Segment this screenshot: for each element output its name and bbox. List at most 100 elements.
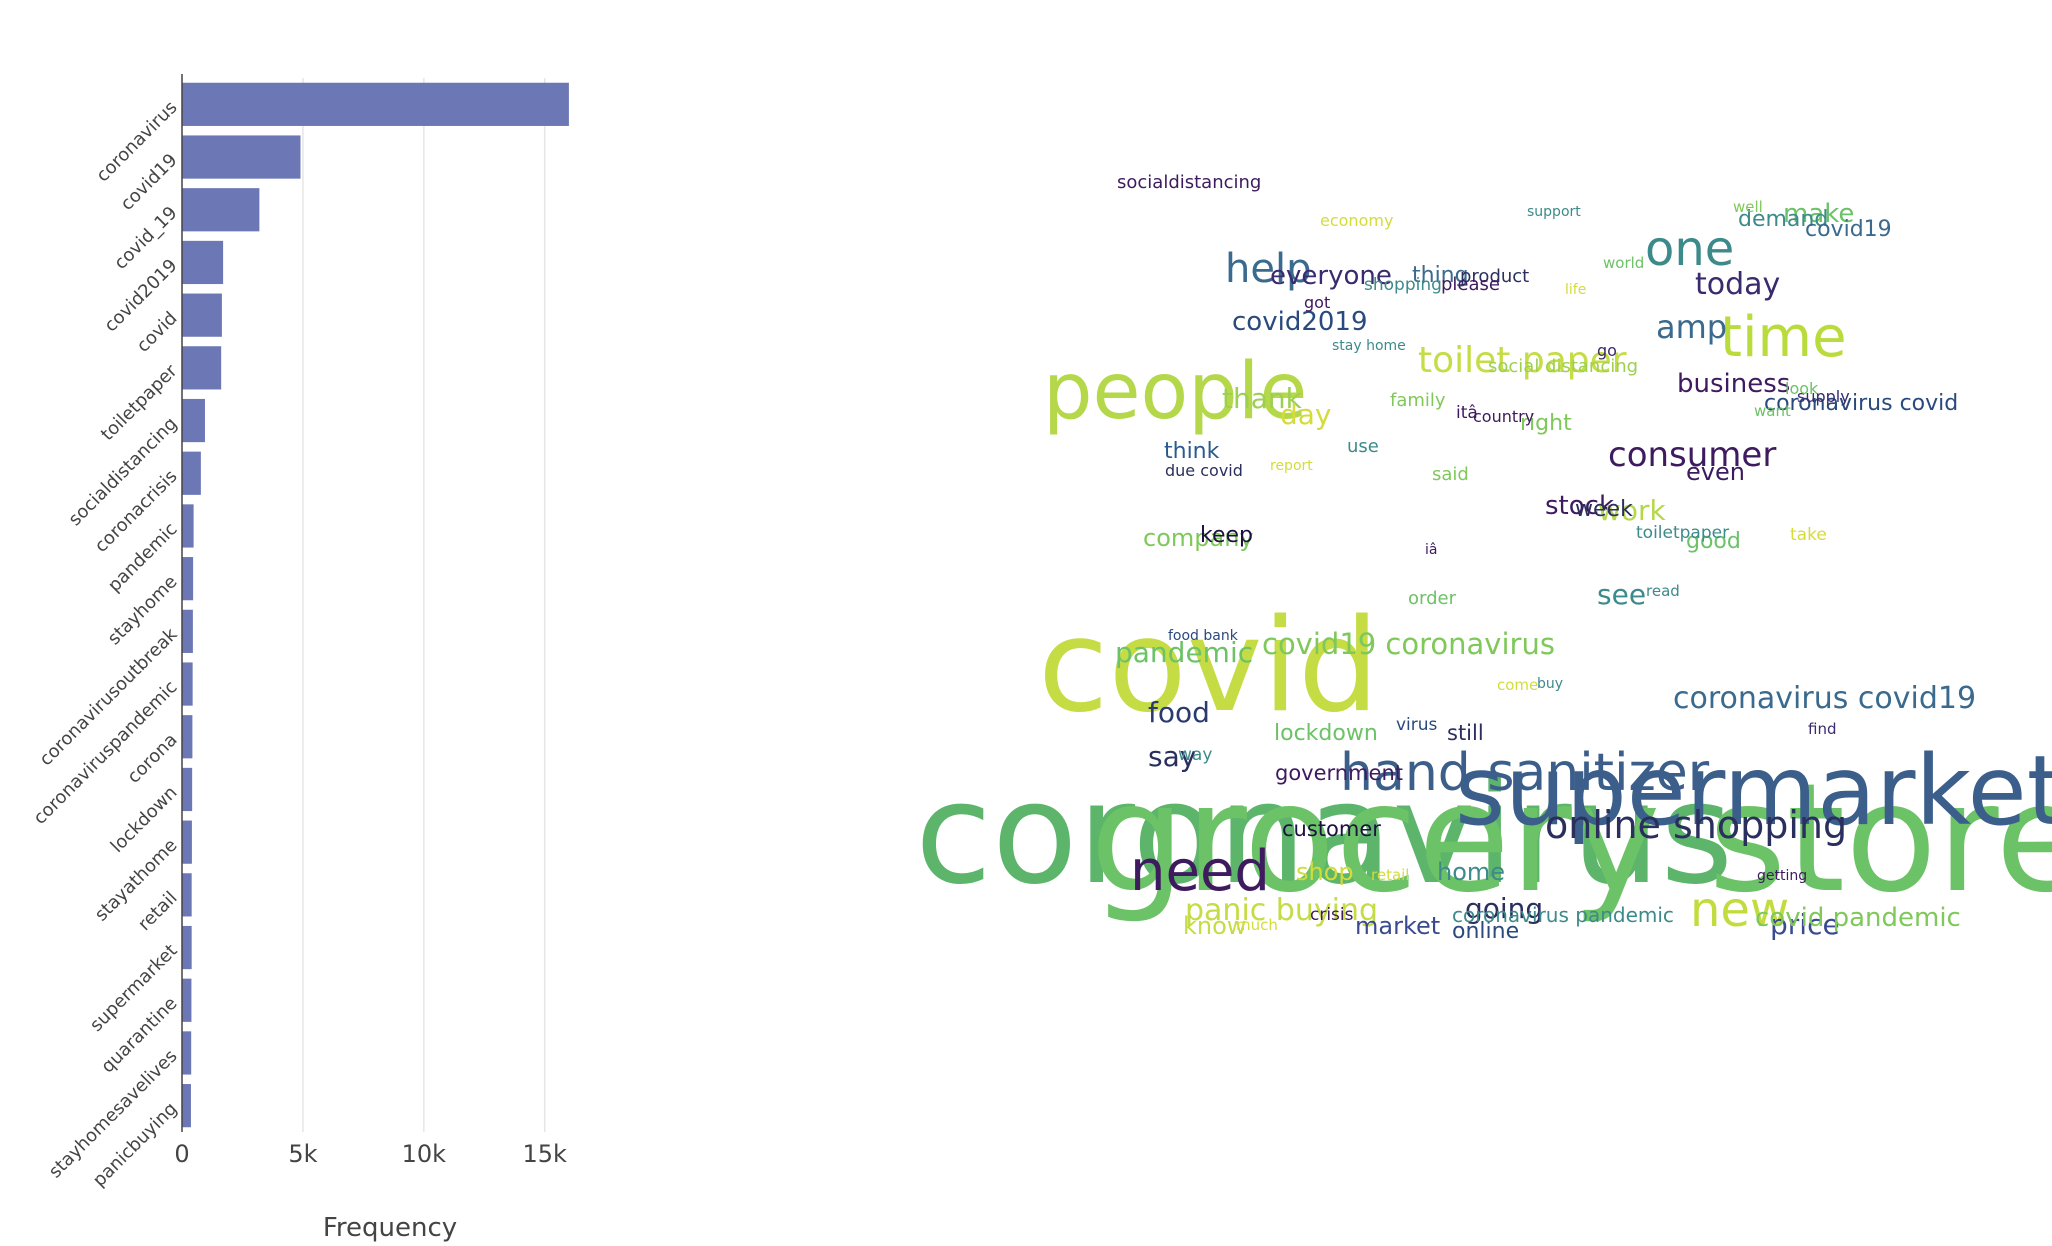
bar-corona [182,715,193,759]
bar-panicbuying [182,1084,191,1128]
bar-covid_19 [182,188,260,232]
word-say: say [1148,740,1196,773]
word-i-: iâ [1425,542,1437,558]
x-tick-label: 0 [174,1140,189,1168]
bar-socialdistancing [182,398,205,443]
word-lockdown: lockdown [1274,721,1378,746]
word-due-covid: due covid [1165,461,1243,480]
word-getting: getting [1757,868,1807,884]
bar-stayhome [182,557,194,601]
word-even: even [1686,458,1745,486]
x-tick-label: 10k [402,1140,447,1168]
word-find: find [1808,720,1836,738]
word-covid19: covid19 [1805,217,1892,242]
word-social-distancing: social distancing [1488,356,1638,377]
word-crisis: crisis [1310,905,1354,925]
word-covid-pandemic: covid pandemic [1755,903,1961,933]
word-think: think [1164,439,1220,464]
word-world: world [1603,254,1644,272]
bar-stayathome [182,820,192,864]
bar-lockdown [182,767,193,812]
bar-coronavirus [182,82,569,126]
bar-retail [182,873,192,917]
word-stay-home: stay home [1332,338,1406,354]
x-tick-label: 5k [288,1140,317,1168]
word-coronavirus: coronavirus [915,753,1733,916]
word-toilet-paper: toilet paper [1418,340,1627,381]
word-order: order [1408,588,1457,609]
word-keep: keep [1200,523,1253,548]
word-panic-buying: panic buying [1185,893,1378,928]
word-pandemic: pandemic [1115,636,1253,669]
word-look: look [1785,379,1819,398]
word-coronavirus-pandemic: coronavirus pandemic [1452,903,1674,927]
word-said: said [1432,464,1469,485]
word-thing: thing [1412,263,1469,288]
word-today: today [1695,267,1780,302]
word-company: company [1143,524,1254,552]
word-grocery-store: grocery store [1090,752,2052,926]
word-stock: stock [1545,491,1614,521]
word-coronavirus-covid19: coronavirus covid19 [1673,681,1976,716]
word-everyone: everyone [1270,261,1392,291]
word-day: day [1280,398,1332,431]
word-shop: shop [1296,858,1354,886]
word-consumer: consumer [1608,435,1776,475]
word-business: business [1677,369,1790,399]
word-thank: thank [1222,382,1303,415]
bar-coronacrisis [182,451,201,495]
word-buy: buy [1537,676,1563,692]
word-customer: customer [1282,817,1381,841]
word-online: online [1452,919,1519,944]
word-read: read [1646,582,1680,600]
word-know: know [1183,912,1246,940]
word-socialdistancing: socialdistancing [1117,172,1261,193]
word-new: new [1690,882,1789,938]
word-support: support [1527,204,1581,220]
word-life: life [1565,282,1586,298]
word-report: report [1270,458,1313,474]
word-going: going [1465,892,1543,925]
word-family: family [1390,390,1446,411]
word-good: good [1686,529,1741,554]
word-please: please [1441,274,1500,295]
word-economy: economy [1320,211,1393,230]
word-much: much [1236,916,1278,934]
word-got: got [1304,293,1330,312]
word-supply: supply [1797,387,1850,406]
word-food-bank: food bank [1168,628,1239,644]
word-demand: demand [1738,207,1828,232]
word-work: work [1598,494,1667,527]
word-supermarket: supermarket [1455,735,2052,847]
bar-chart-gridlines [302,78,546,1132]
word-one: one [1645,221,1734,277]
word-time: time [1720,305,1847,370]
bar-covid19 [182,135,301,179]
x-tick-label: 15k [523,1140,568,1168]
word-covid: covid [1038,592,1379,741]
word-price: price [1770,908,1840,941]
word-week: week [1575,497,1633,522]
word-government: government [1275,761,1403,785]
word-product: product [1460,266,1529,287]
bar-chart-x-tick-labels: 0 5k 10k 15k [174,1140,567,1168]
word-take: take [1790,525,1827,545]
bar-quarantine [182,978,192,1022]
word-home: home [1437,858,1505,886]
word-need: need [1130,839,1270,904]
word-covid19-coronavirus: covid19 coronavirus [1262,627,1555,661]
bar-chart-bars [182,82,569,1128]
bar-pandemic [182,504,194,548]
word-retail: retail [1371,866,1409,884]
word-online-shopping: online shopping [1545,803,1847,847]
word-come: come [1497,676,1538,694]
word-market: market [1355,912,1440,940]
word-see: see [1597,578,1646,611]
word-want: want [1754,402,1791,420]
word-virus: virus [1396,715,1438,735]
word-amp: amp [1656,308,1727,346]
word-people: people [1043,347,1307,437]
word-still: still [1447,721,1484,745]
bar-stayhomesavelives [182,1031,192,1075]
